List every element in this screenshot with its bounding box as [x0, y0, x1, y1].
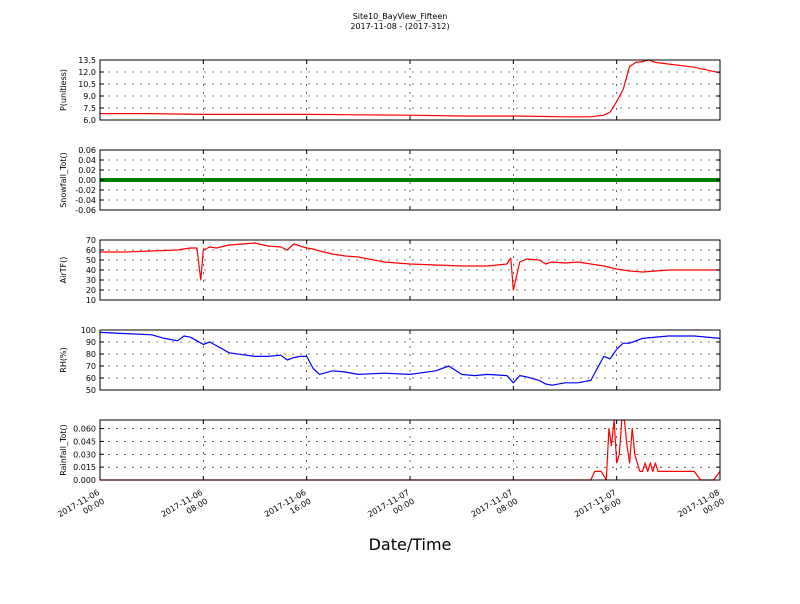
y-tick-label: -0.04: [75, 196, 96, 205]
y-tick-label: 0.00: [78, 176, 96, 185]
y-tick-label: 0.06: [78, 146, 96, 155]
x-tick-label: 2017-11-0700:00: [366, 488, 416, 528]
x-tick-label: 2017-11-0616:00: [263, 488, 313, 528]
x-tick-label: 2017-11-0716:00: [573, 488, 623, 528]
y-tick-label: 70: [86, 362, 96, 371]
y-tick-label: -0.02: [75, 186, 96, 195]
y-tick-label: 80: [86, 350, 96, 359]
y-tick-label: -0.06: [75, 206, 96, 215]
y-tick-label: 50: [86, 256, 96, 265]
data-series-line: [100, 59, 721, 118]
y-tick-label: 0.000: [73, 476, 96, 485]
y-tick-label: 12.0: [78, 68, 96, 77]
y-tick-label: 7.5: [83, 104, 96, 113]
y-tick-label: 50: [86, 386, 96, 395]
y-axis-label: Snowfall_Tot(): [59, 152, 68, 208]
y-tick-label: 0.02: [78, 166, 96, 175]
y-tick-label: 6.0: [83, 116, 96, 125]
data-series-line: [100, 419, 721, 481]
y-tick-label: 10: [86, 296, 96, 305]
y-tick-label: 10.5: [78, 80, 96, 89]
y-axis-label: AirTF(): [59, 257, 68, 284]
y-tick-label: 20: [86, 286, 96, 295]
y-tick-label: 60: [86, 246, 96, 255]
chart-title: Site10_BayView_Fifteen: [353, 12, 448, 21]
y-tick-label: 90: [86, 338, 96, 347]
y-tick-label: 60: [86, 374, 96, 383]
y-tick-label: 40: [86, 266, 96, 275]
y-tick-label: 30: [86, 276, 96, 285]
x-tick-label: 2017-11-0800:00: [676, 488, 726, 528]
panel-3: 50 60 70 80 90 100 RH(%): [59, 326, 721, 395]
y-axis-label: RH(%): [59, 347, 68, 372]
panel-0: 6.0 7.5 9.0 10.5 12.0 13.5 P(unitless): [59, 56, 721, 125]
y-axis-label: Rainfall_Tot(): [59, 424, 68, 476]
y-tick-label: 70: [86, 236, 96, 245]
y-tick-label: 0.04: [78, 156, 96, 165]
y-tick-label: 100: [81, 326, 96, 335]
y-tick-label: 13.5: [78, 56, 96, 65]
y-tick-label: 0.045: [73, 437, 96, 446]
y-tick-label: 0.060: [73, 425, 96, 434]
y-tick-label: 0.015: [73, 463, 96, 472]
chart-panels: 6.07.59.010.512.013.5P(unitless)-0.06-0.…: [56, 56, 726, 528]
x-tick-label: 2017-11-0608:00: [160, 488, 210, 528]
chart-subtitle: 2017-11-08 - (2017-312): [350, 22, 449, 31]
y-tick-label: 9.0: [83, 92, 96, 101]
data-series-line: [99, 331, 721, 386]
data-series-line: [100, 242, 720, 291]
y-tick-label: 0.030: [73, 450, 96, 459]
panel-4: 0.000 0.015 0.030 0.045 0.060 Rainfall_Tot(): [59, 419, 721, 485]
y-axis-label: P(unitless): [59, 69, 68, 111]
x-tick-label: 2017-11-0600:00: [56, 488, 106, 528]
panel-1: -0.06-0.04-0.020.000.020.040.06 Snowfall_…: [59, 146, 721, 215]
x-axis-label: Date/Time: [369, 535, 452, 554]
x-tick-label: 2017-11-0708:00: [470, 488, 520, 528]
